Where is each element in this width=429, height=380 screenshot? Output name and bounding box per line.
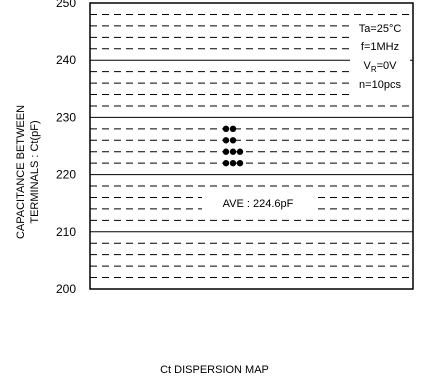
conditions-box: Ta=25°C f=1MHz VR=0V n=10pcs (350, 18, 410, 98)
plot-frame (89, 2, 414, 290)
y-tick-label: 240 (56, 53, 76, 67)
y-axis-title-line1: CAPACITANCE BETWEEN (15, 105, 27, 239)
condition-frequency: f=1MHz (361, 41, 399, 53)
data-point (222, 148, 230, 155)
y-axis-title-line2: TERMINALS : Ct(pF) (29, 120, 41, 223)
data-points (222, 125, 244, 167)
condition-sample-count: n=10pcs (359, 79, 401, 91)
y-tick-label: 250 (56, 0, 76, 10)
chart-title: Ct DISPERSION MAP (160, 364, 269, 376)
data-point (229, 159, 237, 167)
condition-reverse-voltage: VR=0V (363, 60, 397, 74)
condition-temperature: Ta=25°C (359, 23, 402, 35)
data-point (236, 159, 244, 167)
y-tick-labels: 200 210 220 230 240 250 (56, 0, 76, 296)
data-point (222, 125, 230, 133)
y-tick-label: 200 (56, 282, 76, 296)
data-point (229, 148, 237, 155)
data-point (222, 137, 230, 144)
data-point (229, 137, 237, 144)
data-point (222, 159, 230, 167)
data-point (236, 148, 244, 155)
plot-border (89, 2, 414, 290)
data-point (229, 125, 237, 133)
average-annotation: AVE : 224.6pF (202, 195, 314, 211)
y-tick-label: 220 (56, 168, 76, 182)
average-label: AVE : 224.6pF (223, 198, 294, 210)
y-tick-label: 230 (56, 110, 76, 124)
y-tick-label: 210 (56, 225, 76, 239)
